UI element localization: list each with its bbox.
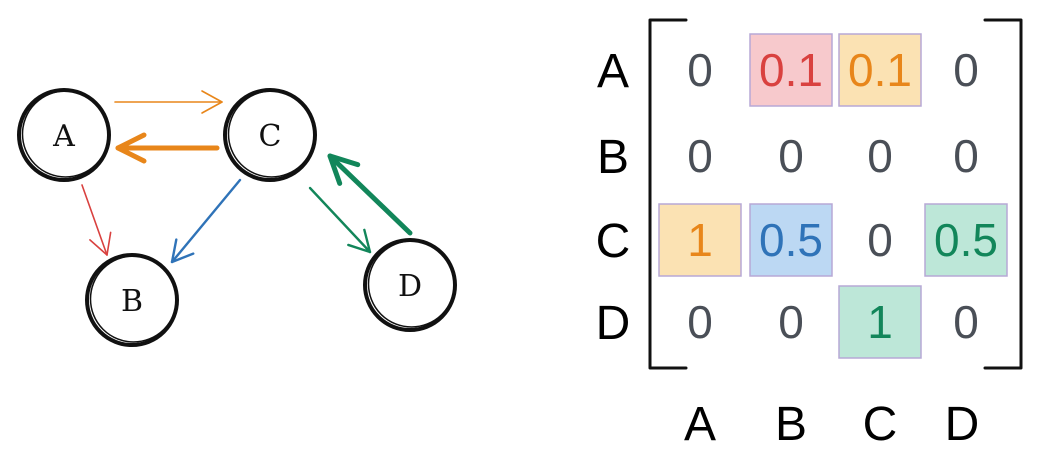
row-label-d: D xyxy=(596,297,631,350)
right-bracket xyxy=(983,18,1023,370)
edge-c-to-a xyxy=(115,132,220,164)
left-bracket xyxy=(648,18,688,370)
col-label-d: D xyxy=(945,398,980,451)
cell-value-a-c: 0.1 xyxy=(848,44,912,96)
node-label: C xyxy=(259,119,282,154)
cell-value-d-d: 0 xyxy=(953,296,979,348)
row-label-b: B xyxy=(597,131,629,184)
node-c: C xyxy=(223,88,317,182)
col-label-c: C xyxy=(863,398,898,451)
directed-graph: A B C D xyxy=(17,88,457,347)
arrowhead-icon xyxy=(89,231,112,256)
cell-value-a-d: 0 xyxy=(953,44,979,96)
node-label: B xyxy=(121,284,143,319)
edge-d-to-c xyxy=(327,153,413,236)
row-label-c: C xyxy=(596,215,631,268)
cell-value-b-a: 0 xyxy=(687,130,713,182)
cell-value-a-b: 0.1 xyxy=(759,44,823,96)
matrix-brackets xyxy=(648,18,1023,370)
edge-line xyxy=(327,153,413,236)
arrowhead-icon xyxy=(201,90,223,114)
graph-nodes: A B C D xyxy=(17,88,457,347)
node-d: D xyxy=(363,238,457,332)
node-circle-sketch xyxy=(227,90,316,178)
edge-a-to-c xyxy=(114,90,223,114)
node-a: A xyxy=(17,88,111,182)
cell-value-b-d: 0 xyxy=(953,130,979,182)
cell-highlight-r0-c2 xyxy=(838,33,922,107)
arrowhead-icon xyxy=(115,132,147,164)
cell-value-b-c: 0 xyxy=(867,130,893,182)
cell-highlight-r2-c1 xyxy=(749,203,833,277)
cell-value-c-d: 0.5 xyxy=(934,214,998,266)
cell-highlight-r2-c3 xyxy=(924,203,1008,277)
row-label-a: A xyxy=(597,45,629,98)
cell-value-d-a: 0 xyxy=(687,296,713,348)
graph-edges xyxy=(81,90,413,264)
cell-highlight-r3-c2 xyxy=(838,285,922,359)
matrix-cells: 0 0.1 0.1 0 0 0 0 0 1 0.5 0 0.5 0 0 1 0 xyxy=(687,44,998,348)
matrix-highlights xyxy=(658,33,1008,359)
cell-value-c-b: 0.5 xyxy=(759,214,823,266)
cell-value-b-b: 0 xyxy=(778,130,804,182)
edge-a-to-b xyxy=(81,184,112,256)
node-circle-sketch xyxy=(21,90,110,178)
node-label: D xyxy=(398,269,422,304)
node-circle-sketch xyxy=(89,255,178,343)
cell-value-c-c: 0 xyxy=(867,214,893,266)
edge-c-to-d xyxy=(308,186,372,254)
cell-value-a-a: 0 xyxy=(687,44,713,96)
cell-highlight-r2-c0 xyxy=(658,203,742,277)
arrowhead-icon xyxy=(170,238,195,264)
col-label-b: B xyxy=(775,398,807,451)
edge-line xyxy=(170,178,242,264)
col-label-a: A xyxy=(684,398,716,451)
node-circle-sketch xyxy=(367,240,456,328)
cell-value-d-c: 1 xyxy=(867,296,893,348)
node-label: A xyxy=(52,119,75,154)
edge-line xyxy=(308,186,372,254)
node-b: B xyxy=(85,253,179,347)
cell-value-d-b: 0 xyxy=(778,296,804,348)
edge-c-to-b xyxy=(170,178,242,264)
arrowhead-icon xyxy=(327,153,361,186)
edge-line xyxy=(81,184,108,256)
cell-highlight-r0-c1 xyxy=(749,33,833,107)
arrowhead-icon xyxy=(347,228,372,254)
cell-value-c-a: 1 xyxy=(687,214,713,266)
